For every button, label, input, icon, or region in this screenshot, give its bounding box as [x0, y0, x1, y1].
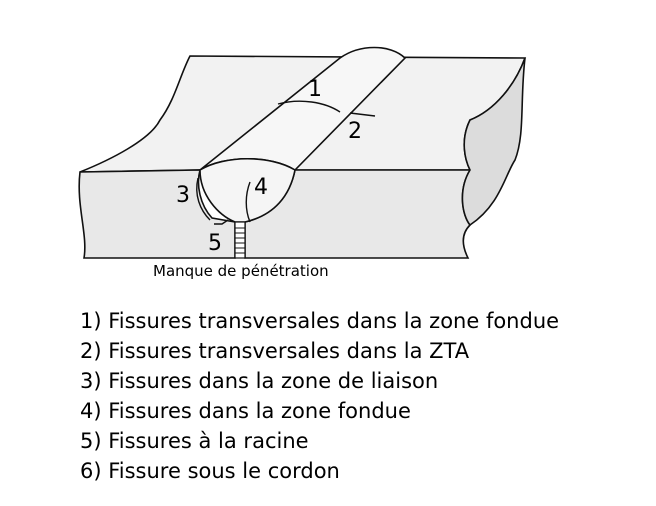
- label-5: 5: [208, 231, 222, 256]
- label-3: 3: [176, 183, 190, 208]
- weld-defects-diagram: 1 2 3 4 5 Manque de pénétration: [78, 46, 527, 280]
- crack-3-line: [196, 177, 211, 221]
- legend-item-5: 5) Fissures à la racine: [80, 429, 309, 453]
- root-gap: [234, 221, 246, 259]
- root-gap-caption: Manque de pénétration: [153, 262, 329, 280]
- legend-item-2: 2) Fissures transversales dans la ZTA: [80, 339, 470, 363]
- legend-item-1: 1) Fissures transversales dans la zone f…: [80, 309, 560, 333]
- legend-item-4: 4) Fissures dans la zone fondue: [80, 399, 411, 423]
- plate-side-face: [461, 57, 526, 227]
- crack-1-line: [277, 100, 341, 113]
- crack-2-line: [349, 112, 376, 117]
- label-4: 4: [254, 175, 268, 200]
- root-gap-hatching: [235, 227, 245, 254]
- label-1: 1: [308, 77, 322, 102]
- crack-5-line: [214, 219, 229, 225]
- legend-item-3: 3) Fissures dans la zone de liaison: [80, 369, 439, 393]
- crack-4-line: [245, 181, 251, 223]
- legend-item-6: 6) Fissure sous le cordon: [80, 459, 340, 483]
- label-2: 2: [348, 119, 362, 144]
- legend-list: 1) Fissures transversales dans la zone f…: [80, 306, 559, 486]
